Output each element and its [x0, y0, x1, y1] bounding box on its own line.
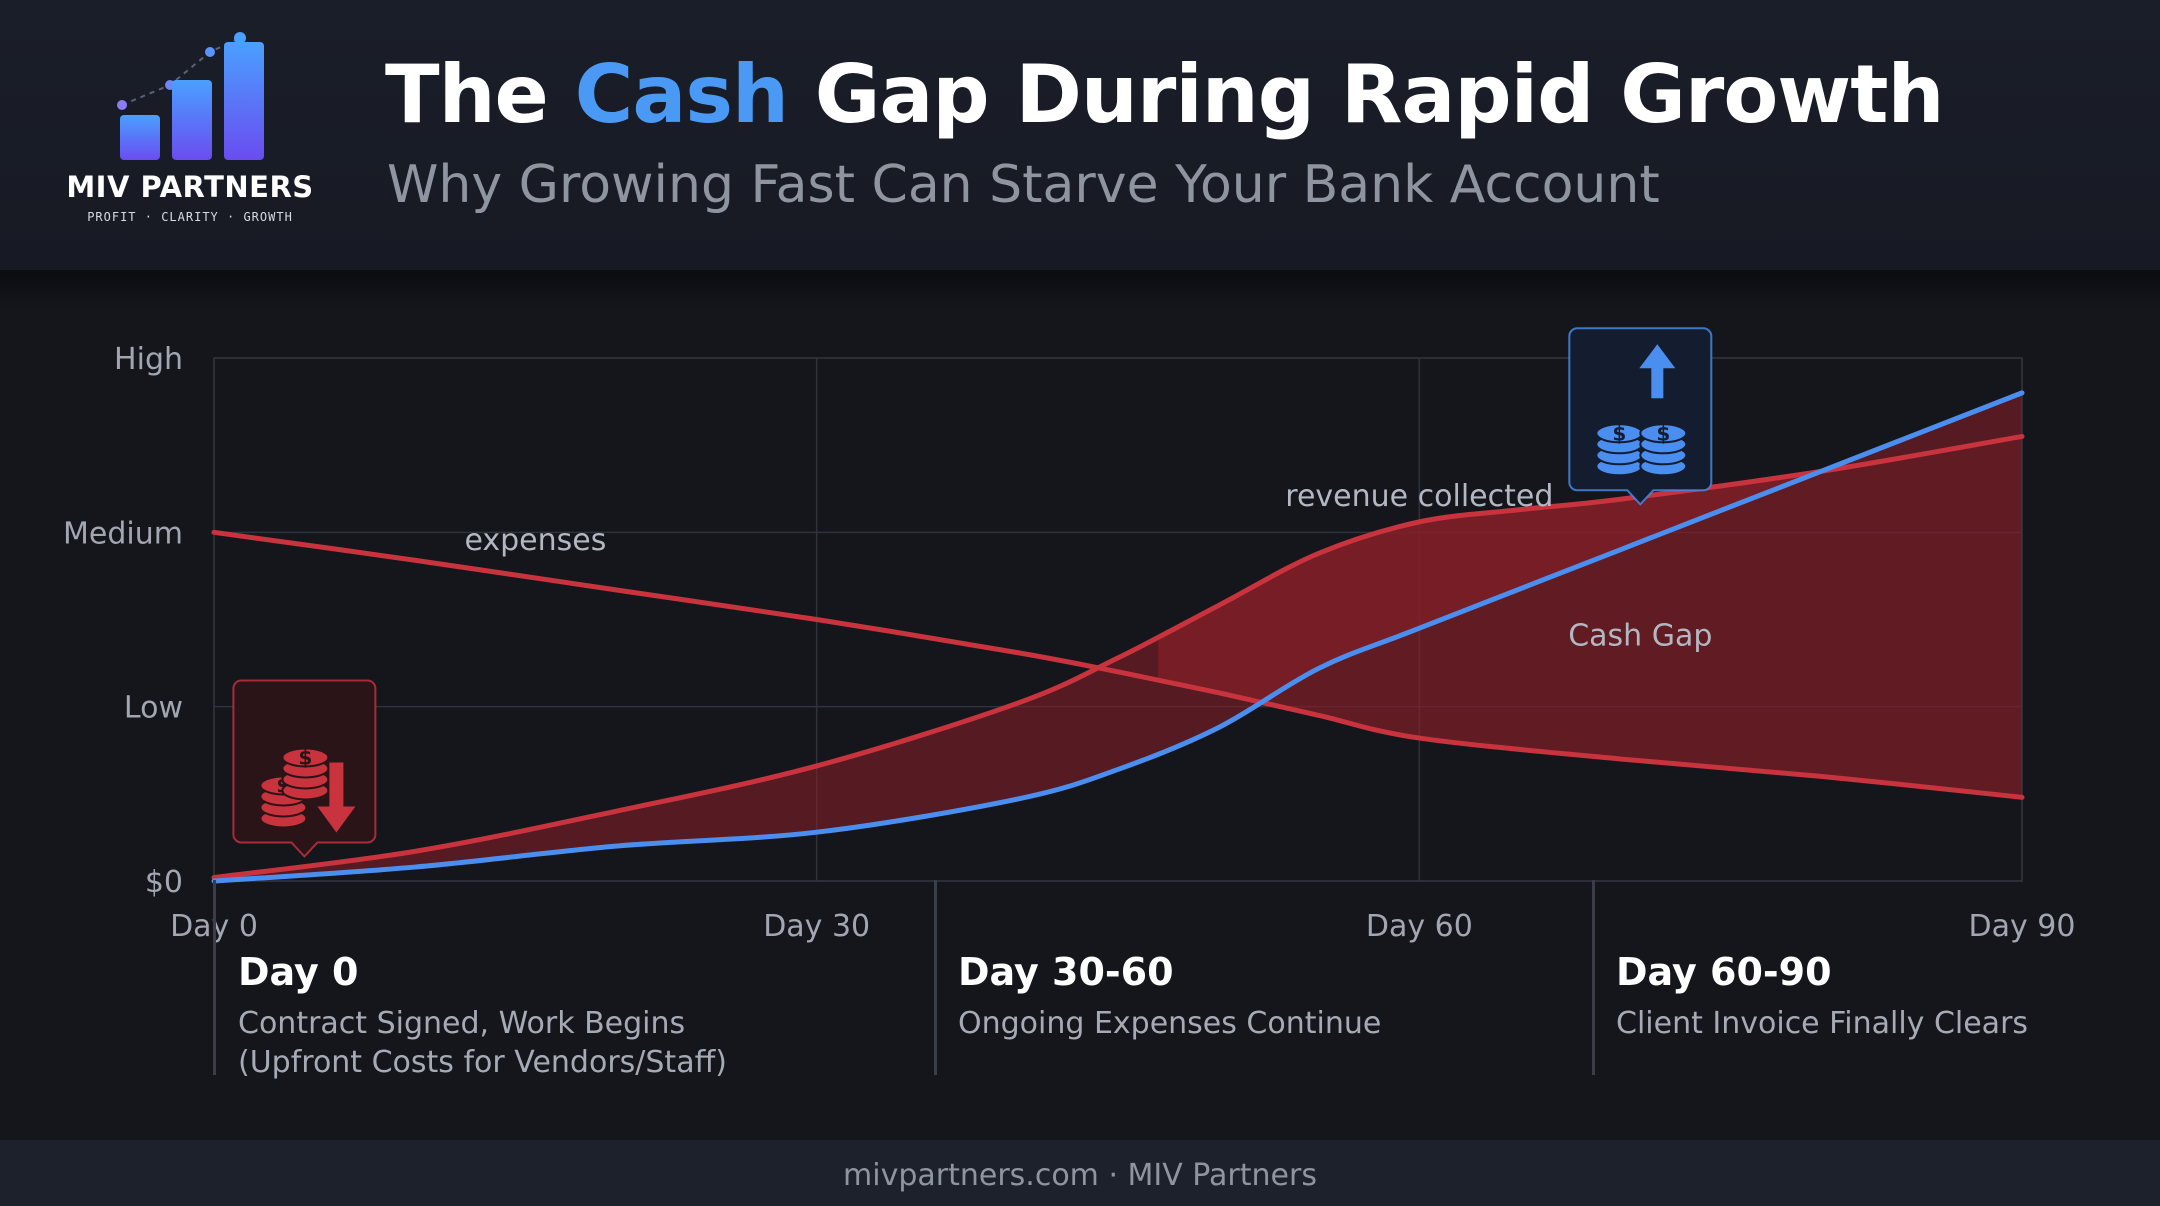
page-subtitle: Why Growing Fast Can Starve Your Bank Ac… [387, 155, 1660, 215]
phase-desc-day-0-line-2: (Upfront Costs for Vendors/Staff) [238, 1045, 727, 1080]
title-accent: Cash [574, 48, 789, 141]
y-tick-label: $0 [145, 865, 183, 900]
footer-band [0, 1140, 2160, 1206]
cash-gap-fill-right [1158, 436, 2022, 798]
dollar-sign: $ [1612, 421, 1626, 445]
coins-up-icon: $ $ [1568, 327, 1713, 506]
brand-logo: MIV PARTNERS PROFIT · CLARITY · GROWTH [60, 30, 320, 230]
series-line-2 [211, 390, 2025, 884]
footer-text: mivpartners.com · MIV Partners [843, 1158, 1317, 1193]
page-title: The Cash Gap During Rapid Growth [385, 48, 1945, 141]
series-lines [211, 390, 2025, 884]
dollar-sign: $ [298, 745, 312, 769]
phase-title-day-30-60: Day 30-60 [958, 950, 1174, 994]
arrow-down [317, 762, 356, 833]
phase-desc-day-60-90: Client Invoice Finally Clears [1616, 1006, 2029, 1041]
badges: $$$ $ [232, 327, 1713, 858]
phase-divider-2 [934, 880, 937, 1075]
dollar-sign: $ [1656, 421, 1670, 445]
brand-name: MIV PARTNERS [66, 170, 314, 204]
title-part-2: Gap During Rapid Growth [787, 48, 1945, 141]
arrow-up [1639, 344, 1676, 399]
phase-title-day-60-90: Day 60-90 [1616, 950, 1832, 994]
x-tick-label: Day 30 [763, 909, 870, 944]
cash-gap-area [214, 392, 2022, 881]
series-line-1 [211, 433, 2025, 881]
badge-callout [1568, 327, 1713, 506]
y-tick-label: Medium [63, 516, 183, 551]
phase-divider-1 [213, 880, 216, 1075]
series-line-0 [211, 529, 2025, 800]
coins-down-icon: $$ [232, 679, 377, 858]
coin [1639, 423, 1688, 444]
y-tick-label: High [114, 342, 183, 377]
annotations: expenses revenue collected Cash Gap [464, 479, 1712, 653]
x-tick-label: Day 90 [1969, 909, 2076, 944]
phase-divider-3 [1592, 880, 1595, 1075]
bar-chart-logo-icon [117, 32, 264, 160]
header-shadow [0, 270, 2160, 310]
phase-desc-day-30-60: Ongoing Expenses Continue [958, 1006, 1382, 1041]
x-tick-label: Day 60 [1366, 909, 1473, 944]
title-part-1: The [385, 48, 575, 141]
annotation-label-0: expenses [464, 523, 606, 558]
annotation-label-1: revenue collected [1285, 479, 1553, 514]
brand-tagline: PROFIT · CLARITY · GROWTH [87, 210, 293, 224]
coin [281, 747, 330, 768]
y-tick-label: Low [124, 691, 183, 726]
header-band [0, 0, 2160, 272]
phase-title-day-0: Day 0 [238, 950, 359, 994]
phase-desc-day-0-line-1: Contract Signed, Work Begins [238, 1006, 686, 1041]
annotation-label-2: Cash Gap [1568, 619, 1712, 654]
